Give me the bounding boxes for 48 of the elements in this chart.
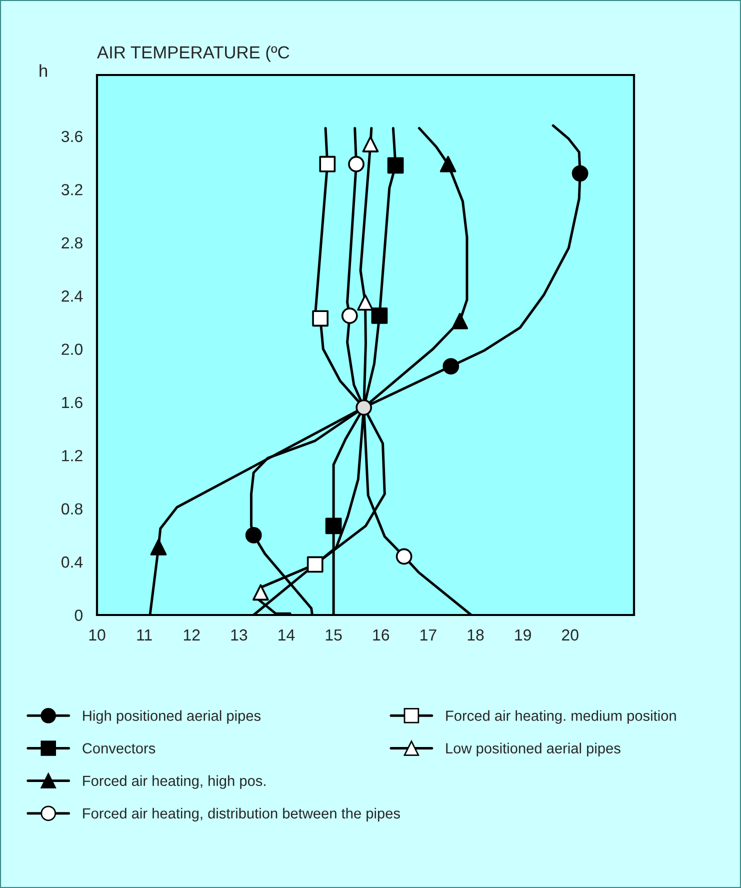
legend-label: Forced air heating, distribution between the pipes xyxy=(83,808,400,822)
point xyxy=(371,308,388,324)
point xyxy=(306,556,324,573)
point xyxy=(252,584,269,601)
x-tick-label: 17 xyxy=(420,629,436,640)
point xyxy=(319,156,336,172)
x-tick-label: 15 xyxy=(326,629,342,641)
legend-label: Low positioned aerial pipes xyxy=(446,742,620,756)
point xyxy=(356,399,372,416)
chart-title: AIR TEMPERATURE (ºC xyxy=(97,46,290,62)
x-tick-label: 11 xyxy=(137,629,152,640)
y-tick-label: 3.6 xyxy=(62,130,82,142)
point xyxy=(348,156,364,172)
y-tick-label: 1.2 xyxy=(62,450,82,462)
y-tick-label: 0.8 xyxy=(62,503,82,515)
x-tick-label: 14 xyxy=(278,629,295,640)
point xyxy=(362,136,379,152)
legend-label: Forced air heating. medium position xyxy=(446,710,676,724)
x-tick-label: 19 xyxy=(515,629,531,641)
point xyxy=(245,527,262,544)
point xyxy=(396,548,412,565)
y-tick-label: 3.2 xyxy=(62,184,82,196)
y-tick-label: 1.6 xyxy=(62,396,82,408)
x-tick-label: 13 xyxy=(231,629,248,641)
legend-label: Forced air heating, high pos. xyxy=(83,775,266,789)
y-tick-label: 2.0 xyxy=(62,344,82,355)
point xyxy=(357,294,374,311)
y-axis-title: h xyxy=(40,64,47,77)
point xyxy=(442,358,460,374)
x-tick-label: 16 xyxy=(373,629,390,641)
point xyxy=(150,538,167,556)
y-tick-label: 2.4 xyxy=(62,290,83,302)
point xyxy=(440,156,456,172)
x-tick-label: 12 xyxy=(184,629,200,640)
point xyxy=(341,308,358,324)
point xyxy=(312,310,329,327)
y-tick-label: 2.8 xyxy=(62,237,82,249)
legend-label: High positioned aerial pipes xyxy=(83,710,261,724)
x-tick-label: 10 xyxy=(89,629,106,641)
legend-label: Convectors xyxy=(82,743,156,754)
x-tick-label: 20 xyxy=(562,629,578,641)
point xyxy=(572,165,588,182)
point xyxy=(387,157,404,174)
point xyxy=(452,312,468,330)
x-tick-label: 18 xyxy=(468,629,484,641)
y-tick-label: 0 xyxy=(74,610,82,621)
point xyxy=(325,518,342,534)
y-tick-label: 0.4 xyxy=(62,556,83,568)
